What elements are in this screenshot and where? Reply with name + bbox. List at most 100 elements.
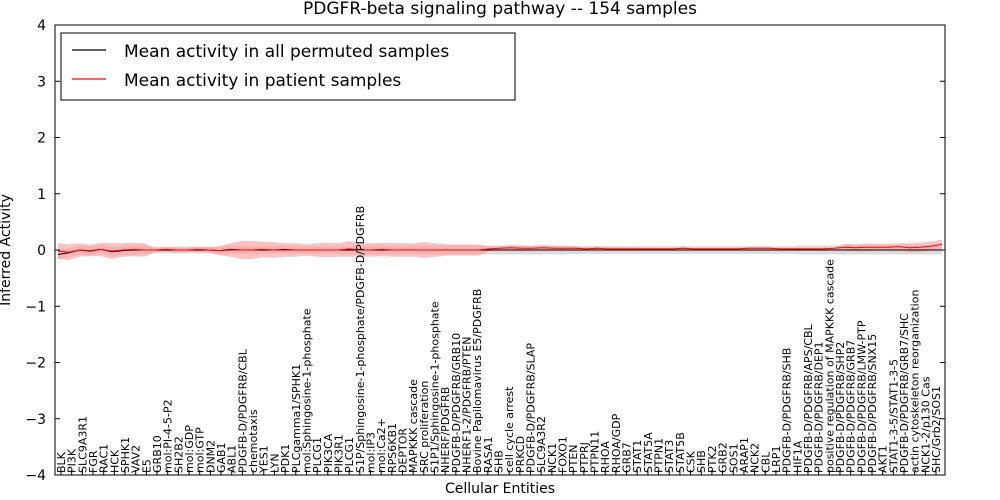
x-tick-label: PDGFB-D/PDGFRB/APS/CBL [802,323,815,473]
x-tick-label: STAT1 [631,440,644,473]
x-tick-label: cell cycle arrest [503,386,516,473]
x-tick-label: PTPRJ [578,442,591,473]
y-axis-label: Inferred Activity [0,194,14,306]
x-tick-label: PI3K [66,448,79,473]
x-tick-label: PDGFB-D/PDGFRB/SLAP [525,343,538,473]
x-tick-label: mol:GTP [194,427,207,473]
x-tick-label: PDGFB-D/PDGFRB/SNX15 [866,334,879,473]
legend-label-permuted: Mean activity in all permuted samples [124,42,449,62]
x-tick-label: SH2B2 [172,436,185,473]
x-tick-label: RAC1 [98,444,111,473]
x-tick-label: PIK3CA [322,433,335,473]
x-tick-label: mol:GDP [183,425,196,473]
x-tick-label: Bovine Papilomavirus E5/PDGFRB [471,289,484,473]
y-tick-label: 2 [37,131,46,147]
x-tick-label: PTPN1 [653,438,666,473]
x-tick-label: GRB2 [717,442,730,473]
x-tick-label: RHOA/GDP [610,413,623,473]
x-tick-label: GRB10 [151,435,164,473]
y-tick-label: −1 [25,299,46,315]
x-tick-label: PDGFB-D/PDGFRB/GRB7/SHC [898,313,911,473]
series-lines [57,243,943,255]
x-tick-label: PLCG1 [311,437,324,473]
x-tick-label: PDGFB-D/PDGFRB/LMW-PTP [855,320,868,473]
y-tick-label: 4 [37,18,46,34]
x-tick-label: PTEN [567,444,580,473]
x-tick-label: AKT1 [877,445,890,473]
x-tick-label: RASA1 [482,437,495,473]
x-tick-label: S1P/Sphingosine-1-phosphate/PDGFB-D/PDGF… [354,206,367,473]
x-tick-label: mol:Ca2+ [375,418,388,473]
x-tick-label: actin cytoskeleton reorganization [909,290,922,474]
x-tick-label: SOS1 [727,443,740,473]
x-tick-label: E5 [140,459,153,473]
x-axis: BLKPI3KSLC9A3R1FGRRAC1HCKSPHK1VAV2E5GRB1… [55,206,943,475]
x-tick-label: SHB [493,450,506,473]
x-tick-label: STAT1-3-5/STAT1-3-5 [887,359,900,473]
x-tick-label: PLCG1 [343,437,356,473]
x-tick-label: DEPTOR [397,428,410,473]
x-tick-label: BLK [55,451,68,473]
x-tick-label: STAT5B [674,432,687,473]
legend: Mean activity in all permuted samples Me… [60,32,516,101]
x-tick-label: CSK [685,450,698,473]
x-tick-label: PDGFB-D/PDGFRB/GRB10 [450,333,463,473]
x-tick-label: LRP1 [770,446,783,473]
x-tick-label: PIK3R1 [332,434,345,473]
x-tick-label: GAB1 [215,442,228,473]
x-tick-label: HIF1A [791,440,804,473]
x-tick-label: PDGFB-D/PDGFRB/CBL [236,348,249,473]
x-tick-label: NCK2 [749,443,762,473]
x-tick-label: VAV2 [130,445,143,473]
x-tick-label: SHB [695,450,708,473]
x-tick-label: MAPKKK cascade [407,379,420,473]
x-tick-label: chemotaxis [247,409,260,473]
x-tick-label: PDGFB-D/PDGFRB/SHB [781,348,794,473]
x-tick-label: GRB7 [621,442,634,473]
x-tick-label: DNM2 [204,440,217,473]
x-tick-label: STAT5A [642,432,655,473]
x-tick-label: mol:PI-4-5-P2 [162,399,175,473]
x-tick-label: S1P1/Sphingosine-1-phosphate [429,301,442,473]
y-tick-label: 1 [37,187,46,203]
x-tick-label: SLC9A3R1 [76,416,89,473]
x-tick-label: ABL1 [226,445,239,473]
x-tick-label: FGR [87,450,100,473]
legend-frame [60,32,516,101]
x-tick-label: mol:IP3 [365,432,378,473]
x-tick-label: NHERF/PDGFRB [439,387,452,473]
x-axis-label: Cellular Entities [445,481,555,497]
x-tick-label: mol:Sphingosine-1-phosphate [300,308,313,473]
x-tick-label: STAT3 [663,440,676,473]
x-tick-label: NCK1-2/p130 Cas [919,376,932,473]
x-tick-label: LYN [268,453,281,473]
x-tick-label: SPHK1 [119,437,132,473]
x-tick-label: PLCgamma1/SPHK1 [290,364,303,473]
y-tick-label: 3 [37,74,46,90]
x-tick-label: PRKCD [514,436,527,473]
x-tick-label: PDGFB-D/PDGFRB/GRB7 [845,340,858,473]
y-tick-label: −4 [25,468,46,484]
x-tick-label: PTPN11 [589,431,602,473]
x-tick-label: PTK2 [706,445,719,473]
y-tick-label: −2 [25,356,46,372]
series-line-1 [57,243,943,253]
x-tick-label: RHOA [599,441,612,473]
y-axis: −4 −3 −2 −1 0 1 2 3 4 [25,18,945,484]
x-tick-label: PDK1 [279,444,292,473]
x-tick-label: positive regulation of MAPKKK cascade [823,259,836,473]
legend-label-patient: Mean activity in patient samples [124,71,401,91]
x-tick-label: FOXO1 [557,436,570,473]
y-tick-label: −3 [25,412,46,428]
x-tick-label: ARAP1 [738,437,751,473]
x-tick-label: PDGFB-D/PDGFRB/DEP1 [813,341,826,473]
y-tick-label: 0 [37,243,46,259]
x-tick-label: NHERF1-2/PDGFRB/PTEN [461,337,474,473]
x-tick-label: SHC/Grb2/SOS1 [930,386,943,473]
x-tick-label: PDGFB-D/PDGFRB/SHP2 [834,342,847,473]
x-tick-label: CBL [759,451,772,473]
x-tick-label: HCK [108,449,121,473]
x-tick-label: RPS6KB1 [386,423,399,473]
x-tick-label: NCK1 [546,443,559,473]
